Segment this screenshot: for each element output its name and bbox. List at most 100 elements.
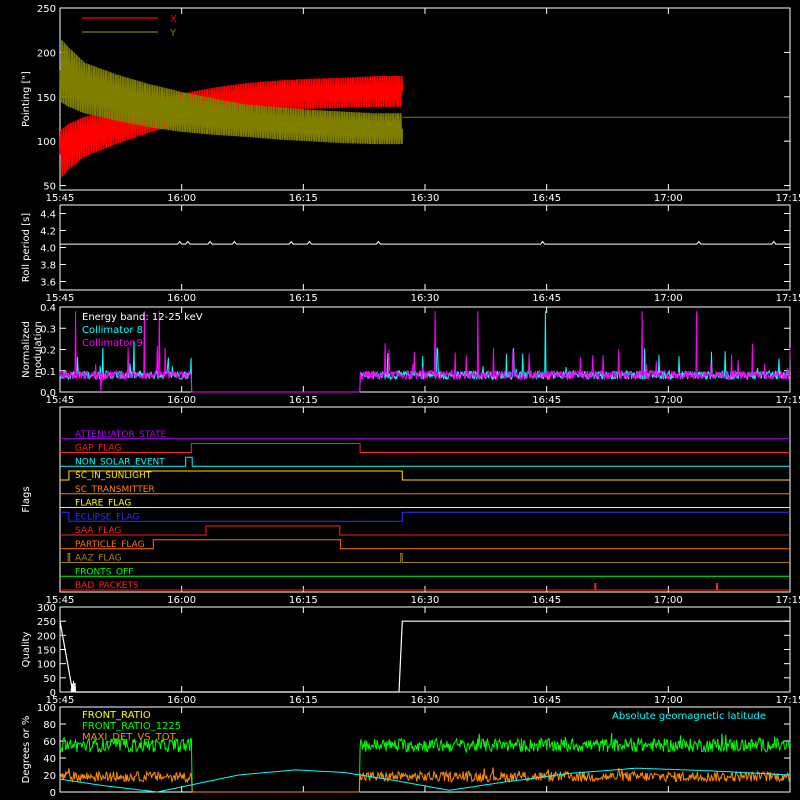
legend-front-ratio: FRONT_RATIO — [82, 710, 151, 721]
flag-label-non-solar-event: NON_SOLAR_EVENT — [75, 457, 165, 467]
series-collimator-8 — [59, 311, 791, 393]
y-tick-label: 250 — [37, 617, 56, 628]
y-tick-label: 0.4 — [40, 303, 56, 314]
series-geomagnetic-latitude — [59, 767, 791, 793]
y-axis-label-3: Flags — [21, 486, 32, 512]
y-tick-label: 300 — [37, 603, 56, 614]
legend-collimator-9: Collimator 9 — [82, 338, 143, 349]
x-tick-label: 17:00 — [654, 193, 683, 204]
x-tick-label: 16:45 — [532, 395, 561, 406]
y-axis-label-4: Quality — [21, 632, 32, 668]
y-tick-label: 4.4 — [40, 210, 56, 221]
flag-line-aaz-flag — [60, 553, 790, 563]
flag-line-gap-flag — [60, 443, 790, 453]
y-tick-label: 0 — [50, 788, 56, 799]
x-tick-label: 17:15 — [776, 193, 800, 204]
legend-y-label: Y — [169, 28, 177, 39]
x-tick-label: 17:00 — [654, 395, 683, 406]
x-tick-label: 16:15 — [289, 695, 318, 706]
series-roll-period — [60, 240, 790, 245]
flag-label-particle-flag: PARTICLE_FLAG — [75, 540, 145, 550]
y-tick-label: 200 — [37, 48, 56, 59]
x-tick-label: 15:45 — [46, 695, 75, 706]
y-axis-label-1: Roll period [s] — [21, 213, 32, 282]
y-tick-label: 3.8 — [40, 261, 56, 272]
y-tick-label: 50 — [43, 182, 56, 193]
x-tick-label: 15:45 — [46, 293, 75, 304]
x-tick-label: 17:00 — [654, 695, 683, 706]
legend-collimator-8: Collimator 8 — [82, 325, 143, 336]
flag-label-fronts-off: FRONTS_OFF — [75, 567, 133, 577]
x-tick-label: 16:00 — [167, 395, 196, 406]
y-tick-label: 0.1 — [40, 367, 56, 378]
x-tick-label: 17:00 — [654, 595, 683, 606]
y-tick-label: 80 — [43, 720, 56, 731]
x-tick-label: 17:15 — [776, 395, 800, 406]
x-tick-label: 16:00 — [167, 695, 196, 706]
y-axis-label-2b: modulation — [33, 321, 44, 378]
x-tick-label: 16:15 — [289, 395, 318, 406]
y-tick-label: 150 — [37, 93, 56, 104]
y-tick-label: 0.3 — [40, 324, 56, 335]
flag-label-flare-flag: FLARE_FLAG — [75, 499, 131, 509]
x-tick-label: 16:30 — [411, 293, 440, 304]
y-tick-label: 100 — [37, 703, 56, 714]
x-tick-label: 16:45 — [532, 595, 561, 606]
x-tick-label: 16:45 — [532, 293, 561, 304]
y-axis-label-0: Pointing ["] — [21, 71, 32, 127]
x-tick-label: 16:30 — [411, 193, 440, 204]
x-tick-label: 16:45 — [532, 695, 561, 706]
series-maxi-det-vs-tot — [59, 767, 791, 793]
x-tick-label: 17:15 — [776, 293, 800, 304]
legend-maxi-det: MAXI_DET_VS_TOT — [82, 732, 177, 743]
series-y-pointing — [59, 39, 404, 145]
energy-band-annotation: Energy band: 12-25 keV — [82, 312, 203, 323]
legend-front-ratio-1225: FRONT_RATIO_1225 — [82, 721, 181, 732]
flag-label-sc-in-sunlight: SC_IN_SUNLIGHT — [75, 471, 152, 481]
x-tick-label: 17:00 — [654, 293, 683, 304]
flag-label-sc-transmitter: SC_TRANSMITTER — [75, 485, 155, 495]
x-tick-label: 17:15 — [776, 595, 800, 606]
y-tick-label: 4.2 — [40, 227, 56, 238]
flag-label-attenuator-state: ATTENUATOR_STATE — [75, 430, 167, 440]
x-tick-label: 15:45 — [46, 395, 75, 406]
panel-frame-4 — [59, 606, 791, 693]
flag-line-sc-in-sunlight — [60, 470, 790, 481]
y-tick-label: 20 — [43, 771, 56, 782]
flag-label-saa-flag: SAA_FLAG — [75, 526, 121, 536]
flag-line-non-solar-event — [60, 456, 790, 467]
y-tick-label: 40 — [43, 754, 56, 765]
y-tick-label: 200 — [37, 631, 56, 642]
x-tick-label: 16:15 — [289, 193, 318, 204]
y-tick-label: 50 — [43, 674, 56, 685]
x-tick-label: 15:45 — [46, 193, 75, 204]
panel-frame-1 — [59, 204, 791, 291]
y-tick-label: 60 — [43, 737, 56, 748]
y-tick-label: 3.6 — [40, 278, 56, 289]
x-tick-label: 16:15 — [289, 293, 318, 304]
legend-geomagnetic-latitude: Absolute geomagnetic latitude — [612, 711, 766, 722]
x-tick-label: 16:15 — [289, 595, 318, 606]
series-front-ratio-1225 — [59, 733, 791, 793]
flag-line-particle-flag — [60, 539, 790, 550]
y-tick-label: 4.0 — [40, 244, 56, 255]
y-tick-label: 100 — [37, 660, 56, 671]
flag-label-aaz-flag: AAZ_FLAG — [75, 554, 122, 564]
flag-label-eclipse-flag: ECLIPSE_FLAG — [75, 512, 139, 522]
legend-x-label: X — [170, 14, 177, 25]
x-tick-label: 15:45 — [46, 595, 75, 606]
x-tick-label: 16:30 — [411, 695, 440, 706]
flag-label-bad-packets: BAD_PACKETS — [75, 581, 139, 591]
y-tick-label: 0 — [50, 688, 56, 699]
flag-line-eclipse-flag — [60, 511, 790, 522]
y-axis-label-2: Normalized — [21, 321, 32, 378]
x-tick-label: 16:00 — [167, 595, 196, 606]
x-tick-label: 16:45 — [532, 193, 561, 204]
series-quality — [59, 620, 790, 693]
x-tick-label: 16:30 — [411, 395, 440, 406]
x-tick-label: 17:15 — [776, 695, 800, 706]
y-tick-label: 250 — [37, 4, 56, 15]
flag-line-saa-flag — [60, 525, 790, 536]
y-tick-label: 100 — [37, 137, 56, 148]
flag-label-gap-flag: GAP_FLAG — [75, 444, 121, 454]
